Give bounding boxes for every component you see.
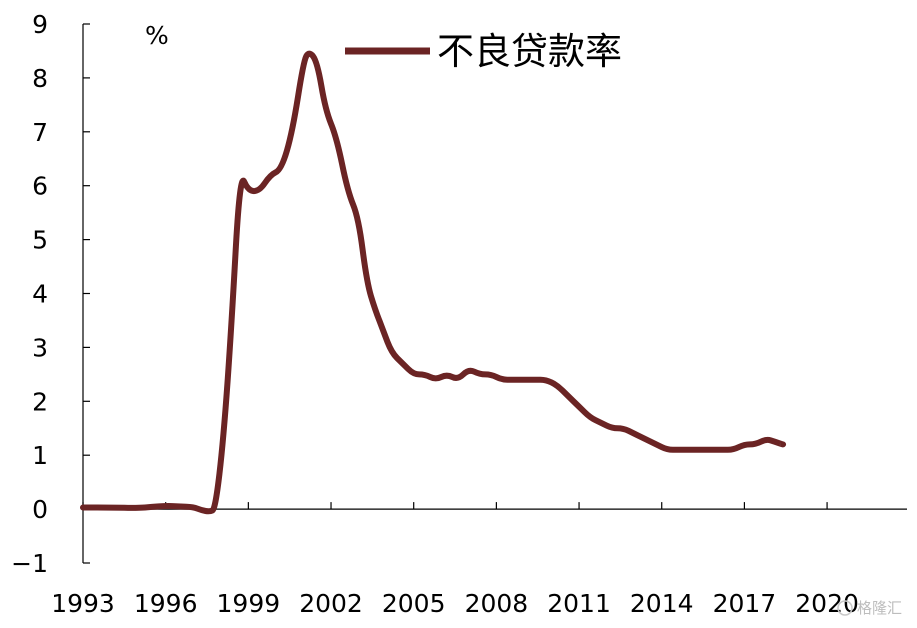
watermark-logo-icon: [837, 600, 853, 616]
legend-label: 不良贷款率: [437, 30, 622, 73]
plot-area: [80, 50, 787, 515]
y-tick-label: 2: [32, 387, 48, 416]
y-tick-label: 5: [32, 226, 48, 255]
x-tick-label: 1996: [134, 589, 198, 618]
x-tick-label: 2020: [795, 589, 859, 618]
y-tick-label: 7: [32, 118, 48, 147]
y-tick-label: 9: [32, 10, 48, 39]
x-axis: 1993 1996 1999 2002 2005 2008 2011 2014 2017 2020: [51, 502, 907, 618]
y-tick-label: 4: [32, 280, 48, 309]
watermark-text: 格隆汇: [857, 599, 902, 617]
x-tick-label: 2017: [713, 589, 777, 618]
watermark: 格隆汇: [837, 599, 902, 617]
y-tick-label: 3: [32, 333, 48, 362]
x-tick-label: 2011: [547, 589, 611, 618]
x-tick-label: 2014: [630, 589, 694, 618]
x-tick-label: 2002: [299, 589, 363, 618]
y-tick-label: −1: [11, 549, 48, 578]
x-tick-label: 2005: [382, 589, 446, 618]
y-axis: −1 0 1 2 3 4 5 6 7 8 9: [11, 10, 90, 578]
y-unit-label: %: [145, 21, 169, 50]
y-tick-label: 1: [32, 441, 48, 470]
legend: 不良贷款率: [345, 30, 622, 73]
series-line-0: [80, 50, 787, 515]
y-tick-label: 6: [32, 172, 48, 201]
x-tick-label: 1993: [51, 589, 115, 618]
x-tick-label: 1999: [217, 589, 281, 618]
y-tick-label: 0: [32, 495, 48, 524]
x-tick-label: 2008: [465, 589, 529, 618]
y-tick-label: 8: [32, 64, 48, 93]
